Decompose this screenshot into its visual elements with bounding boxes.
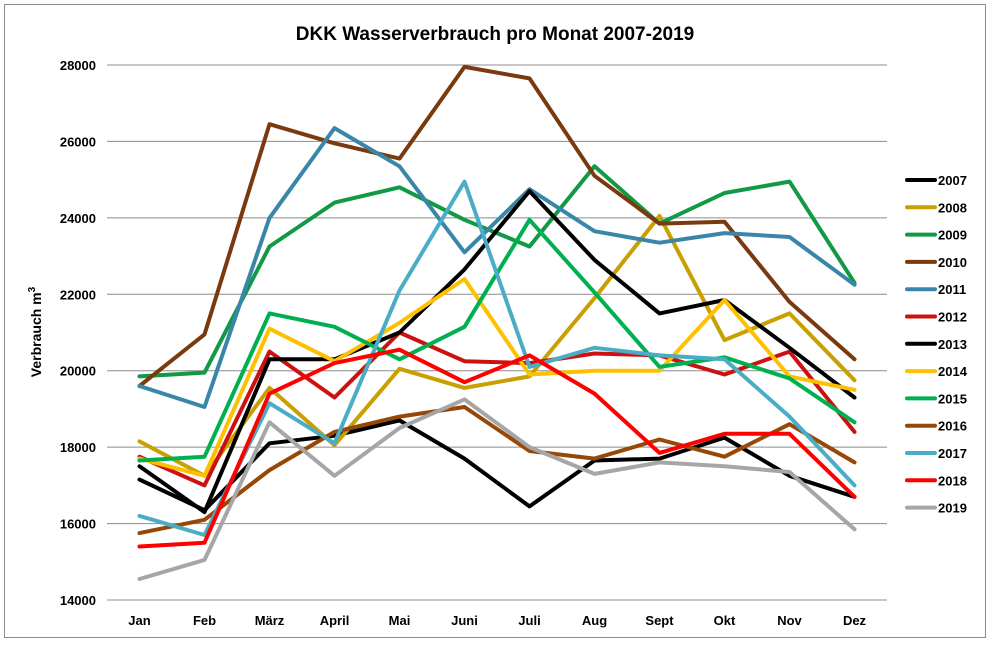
x-tick-label: März xyxy=(255,613,285,628)
y-tick-label: 28000 xyxy=(60,58,96,73)
y-tick-label: 22000 xyxy=(60,287,96,302)
legend-label-2014: 2014 xyxy=(938,364,968,379)
y-tick-label: 26000 xyxy=(60,134,96,149)
x-tick-label: Sept xyxy=(645,613,674,628)
x-tick-label: Aug xyxy=(582,613,607,628)
series-line-2007 xyxy=(137,418,857,513)
x-tick-label: April xyxy=(320,613,350,628)
chart-title: DKK Wasserverbrauch pro Monat 2007-2019 xyxy=(296,24,694,45)
y-axis-label-text: Verbrauch m xyxy=(28,292,44,377)
series-line-2010 xyxy=(137,64,857,388)
series-line-2017 xyxy=(137,179,857,537)
series-line-2019 xyxy=(137,397,857,581)
y-axis-label: Verbrauch m3 xyxy=(27,286,44,377)
legend-label-2007: 2007 xyxy=(938,173,967,188)
x-tick-label: Mai xyxy=(389,613,411,628)
legend-label-2013: 2013 xyxy=(938,337,967,352)
series-line-2018 xyxy=(137,347,857,549)
series-line-2016 xyxy=(137,405,857,536)
y-tick-label: 14000 xyxy=(60,593,96,608)
legend-label-2018: 2018 xyxy=(938,473,967,488)
series-lines xyxy=(137,64,857,581)
x-axis-tick-labels: Jan Feb März April Mai Juni Juli Aug Sept Okt Nov D… xyxy=(128,613,866,628)
x-tick-label: Dez xyxy=(843,613,867,628)
legend-label-2011: 2011 xyxy=(938,282,966,297)
legend-label-2009: 2009 xyxy=(938,228,967,243)
legend-label-2008: 2008 xyxy=(938,200,967,215)
legend-label-2015: 2015 xyxy=(938,391,967,406)
y-axis-tick-labels: 14000 16000 18000 20000 22000 24000 26000 28000 xyxy=(60,58,96,608)
y-tick-label: 16000 xyxy=(60,517,96,532)
legend: 2007 2008 2009 2010 2011 2012 2013 2014 2015 2016… xyxy=(905,173,968,516)
y-axis-label-superscript: 3 xyxy=(27,286,38,292)
legend-label-2016: 2016 xyxy=(938,419,967,434)
series-line-2011 xyxy=(137,126,857,409)
y-tick-label: 24000 xyxy=(60,211,96,226)
series-line-2013 xyxy=(137,189,857,515)
legend-label-2010: 2010 xyxy=(938,255,967,270)
y-tick-label: 20000 xyxy=(60,364,96,379)
legend-label-2017: 2017 xyxy=(938,446,967,461)
legend-label-2019: 2019 xyxy=(938,501,967,516)
x-tick-label: Nov xyxy=(777,613,802,628)
gridlines xyxy=(107,64,887,601)
x-tick-label: Juni xyxy=(451,613,478,628)
x-tick-label: Feb xyxy=(193,613,216,628)
series-line-2008 xyxy=(137,213,857,478)
legend-label-2012: 2012 xyxy=(938,310,967,325)
x-tick-label: Jan xyxy=(128,613,150,628)
x-tick-label: Okt xyxy=(714,613,736,628)
y-tick-label: 18000 xyxy=(60,440,96,455)
x-tick-label: Juli xyxy=(518,613,540,628)
series-line-2014 xyxy=(137,277,857,478)
